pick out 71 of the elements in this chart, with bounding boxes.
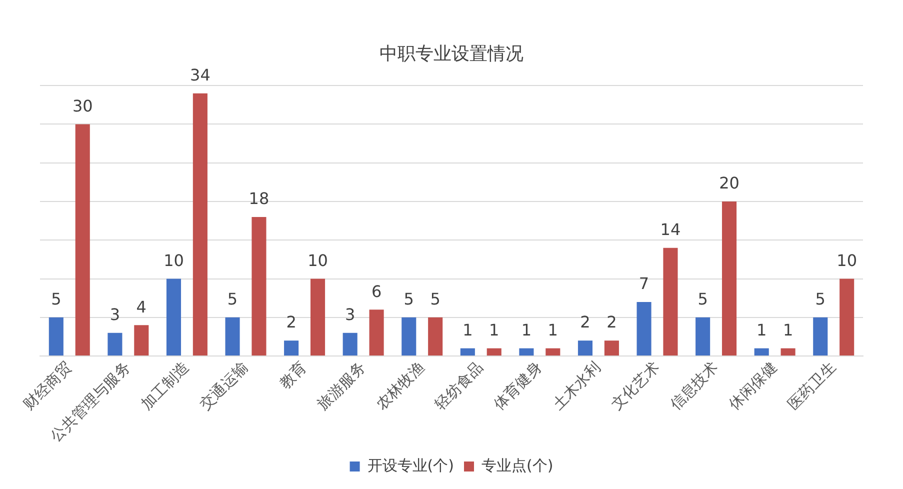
data-label: 6 xyxy=(371,282,382,301)
x-tick-label: 文化艺术 xyxy=(608,358,663,414)
data-label: 2 xyxy=(606,312,617,332)
x-tick-label: 交通运输 xyxy=(196,358,252,414)
bar xyxy=(546,348,560,356)
bar xyxy=(75,124,90,356)
bar xyxy=(663,248,678,356)
data-label: 10 xyxy=(308,250,328,270)
data-label: 3 xyxy=(110,305,120,324)
bar xyxy=(604,340,619,356)
bar xyxy=(108,332,122,356)
data-label: 20 xyxy=(719,174,740,193)
bar xyxy=(486,348,502,356)
bar xyxy=(780,348,796,356)
bar xyxy=(252,216,266,356)
bar xyxy=(578,340,593,356)
data-label: 1 xyxy=(782,320,794,340)
data-label: 1 xyxy=(462,320,473,340)
data-label: 7 xyxy=(638,274,650,294)
bar xyxy=(754,348,769,356)
data-label: 1 xyxy=(756,320,767,340)
data-label: 5 xyxy=(430,290,440,309)
bar xyxy=(840,278,854,356)
bar xyxy=(134,325,149,356)
bar xyxy=(48,317,64,356)
bar xyxy=(428,317,443,356)
data-label: 5 xyxy=(404,290,414,309)
data-label: 5 xyxy=(227,290,238,309)
bar xyxy=(722,201,737,356)
data-label: 5 xyxy=(51,290,62,309)
bar xyxy=(460,348,475,356)
data-label: 18 xyxy=(248,189,270,208)
x-tick-label: 旅游服务 xyxy=(314,358,369,414)
x-tick-label: 医药卫生 xyxy=(784,358,840,414)
x-tick-label: 体育健身 xyxy=(490,358,546,414)
data-label: 10 xyxy=(164,250,184,270)
x-tick-label: 信息技术 xyxy=(666,358,722,414)
data-label: 1 xyxy=(489,320,500,340)
x-tick-label: 教育 xyxy=(276,358,310,392)
data-label: 30 xyxy=(72,96,93,116)
data-label: 14 xyxy=(660,220,681,240)
data-label: 34 xyxy=(190,65,210,84)
bar xyxy=(402,317,416,356)
bar xyxy=(813,317,828,356)
x-tick-label: 土木水利 xyxy=(548,358,604,414)
data-label: 1 xyxy=(548,320,558,340)
bar xyxy=(310,278,326,356)
x-tick-label: 农林牧渔 xyxy=(372,358,428,414)
bar xyxy=(342,332,358,356)
bar xyxy=(284,340,299,356)
bar xyxy=(192,93,208,356)
legend-label: 专业点(个) xyxy=(482,456,554,474)
data-label: 3 xyxy=(345,305,356,324)
data-label: 1 xyxy=(521,320,532,340)
bar xyxy=(166,278,182,356)
data-label: 2 xyxy=(580,312,590,332)
bar xyxy=(369,310,384,356)
x-tick-label: 加工制造 xyxy=(137,358,193,414)
x-tick-label: 休闲保健 xyxy=(725,358,780,414)
data-label: 10 xyxy=(836,250,858,270)
data-label: 4 xyxy=(136,297,146,316)
data-label: 2 xyxy=(286,312,296,332)
data-label: 5 xyxy=(815,290,826,309)
bar xyxy=(225,317,240,356)
legend-label: 开设专业(个) xyxy=(367,456,454,474)
bar xyxy=(519,348,534,356)
bar xyxy=(636,302,652,356)
chart-title: 中职专业设置情况 xyxy=(380,43,524,64)
x-tick-label: 轻纺食品 xyxy=(431,358,486,414)
data-label: 5 xyxy=(698,290,708,309)
bar xyxy=(696,317,710,356)
